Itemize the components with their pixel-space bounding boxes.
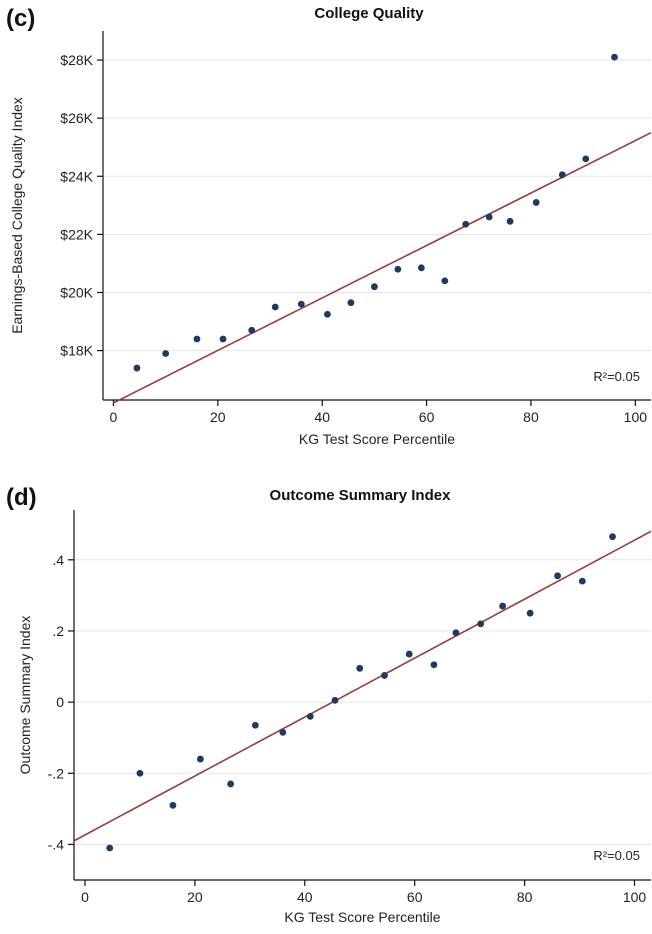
data-point [578, 577, 586, 585]
panel-c-fit-layer [113, 131, 652, 404]
x-tick-label: 100 [624, 409, 648, 425]
y-tick-label: $18K [60, 343, 93, 359]
panel-d-r2-annotation: R²=0.05 [593, 848, 640, 863]
fit-line [73, 530, 652, 842]
data-point [169, 801, 177, 809]
data-point [462, 220, 470, 228]
panel-d-x-axis-title: KG Test Score Percentile [284, 909, 440, 925]
panel-d-label: (d) [6, 484, 37, 511]
y-tick-label: $20K [60, 284, 93, 300]
data-point [532, 199, 540, 206]
x-tick-label: 60 [419, 409, 435, 425]
panel-c-r2-annotation: R²=0.05 [593, 369, 640, 384]
panel-c-x-axis-title: KG Test Score Percentile [299, 431, 455, 447]
x-tick-label: 0 [110, 409, 118, 425]
data-point [251, 721, 259, 729]
panel-d-ticks: -.4 -.2 0 .2 .4 0 20 40 60 80 100 [48, 552, 647, 905]
data-point [417, 264, 425, 272]
panel-d-y-axis-title: Outcome Summary Index [17, 616, 33, 775]
data-point [136, 769, 144, 777]
panel-d-points [106, 533, 616, 852]
panel-d-title: Outcome Summary Index [270, 487, 452, 504]
y-tick-label: $26K [60, 110, 93, 126]
data-point [193, 335, 201, 343]
data-point [485, 213, 493, 221]
data-point [582, 155, 590, 163]
data-point [506, 217, 514, 225]
data-point [477, 620, 485, 628]
data-point [554, 572, 561, 580]
panel-c-ticks: $18K $20K $22K $24K $26K $28K 0 20 40 60 80 100 [60, 52, 647, 425]
data-point [162, 350, 170, 357]
x-tick-label: 60 [407, 889, 423, 905]
data-point [452, 629, 460, 637]
y-tick-label: -.2 [48, 765, 65, 781]
panel-d-grid [74, 559, 651, 845]
x-tick-label: 20 [210, 409, 226, 425]
x-tick-label: 40 [297, 889, 313, 905]
y-tick-label: 0 [56, 694, 64, 710]
data-point [248, 326, 256, 334]
panel-d-fit-layer [73, 530, 652, 842]
data-point [441, 277, 449, 285]
x-tick-label: 20 [187, 889, 203, 905]
data-point [356, 664, 364, 672]
fit-line [113, 131, 652, 404]
panel-c-grid [103, 59, 651, 352]
y-tick-label: $28K [60, 52, 93, 68]
data-point [331, 696, 339, 704]
data-point [394, 265, 402, 273]
data-point [306, 712, 314, 720]
x-tick-label: 80 [517, 889, 533, 905]
data-point [499, 602, 507, 610]
y-tick-label: .4 [52, 552, 64, 568]
x-tick-label: 0 [81, 889, 89, 905]
data-point [106, 844, 114, 852]
data-point [297, 300, 305, 308]
data-point [430, 661, 438, 669]
panel-c-axes [102, 31, 651, 401]
data-point [227, 780, 235, 788]
data-point [558, 171, 566, 179]
data-point [370, 283, 378, 291]
data-point [609, 533, 616, 541]
x-tick-label: 100 [623, 889, 647, 905]
panel-c-points [133, 53, 618, 372]
data-point [405, 650, 413, 658]
data-point [279, 728, 287, 736]
panel-d-axes [73, 510, 651, 881]
panel-c-title: College Quality [314, 5, 424, 22]
y-tick-label: -.4 [48, 836, 65, 852]
data-point [611, 53, 618, 61]
y-tick-label: $24K [60, 168, 93, 184]
data-point [347, 299, 355, 307]
data-point [381, 672, 388, 679]
data-point [196, 755, 204, 763]
data-point [271, 303, 279, 311]
panel-c: (c) College Quality $18K $20K $22K $24K $26K… [6, 5, 652, 447]
x-tick-label: 40 [314, 409, 330, 425]
panel-d: (d) Outcome Summary Index -.4 -.2 0 .2 .4 0 20… [6, 484, 652, 925]
y-tick-label: $22K [60, 226, 93, 242]
data-point [219, 335, 227, 343]
x-tick-label: 80 [523, 409, 539, 425]
data-point [526, 609, 534, 617]
data-point [324, 310, 331, 318]
panel-c-label: (c) [6, 5, 35, 32]
y-tick-label: .2 [52, 623, 64, 639]
data-point [133, 364, 141, 372]
panel-c-y-axis-title: Earnings-Based College Quality Index [9, 97, 25, 334]
